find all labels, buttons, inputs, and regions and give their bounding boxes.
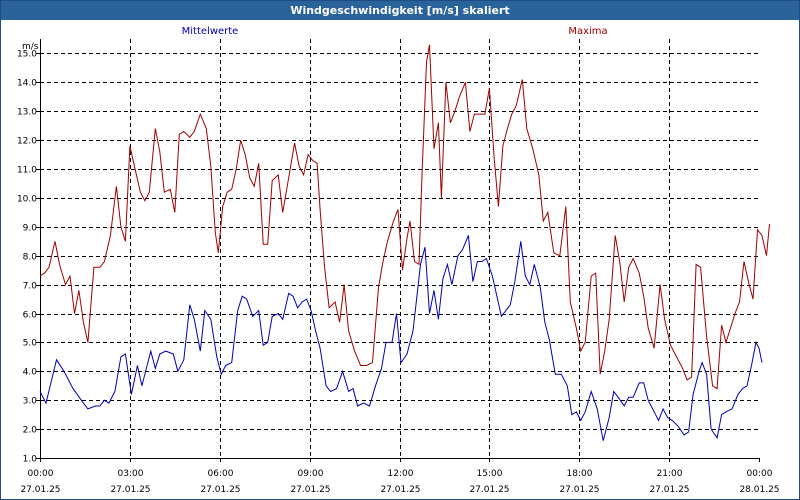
y-tick-label: 1.0 [23,455,38,465]
series-line-maxima [39,44,770,390]
x-tick-date-label: 27.01.25 [200,485,240,495]
y-tick-label: 15.0 [17,50,37,60]
x-tick-time-label: 00:00 [28,469,54,479]
x-tick-time-label: 12:00 [388,469,414,479]
grid-lines [40,39,759,459]
x-tick-date-label: 28.01.25 [739,485,779,495]
x-tick-time-label: 06:00 [208,469,234,479]
y-tick-label: 3.0 [23,397,38,407]
y-tick-label: 11.0 [17,166,37,176]
window-title: Windgeschwindigkeit [m/s] skaliert [1,1,799,20]
y-tick-label: 14.0 [17,79,37,89]
y-tick-label: 7.0 [23,282,38,292]
y-tick-labels: 1.0 2.0 3.0 4.0 5.0 6.0 7.0 8.0 9.0 10.0 11.0 12.0 1… [17,50,37,465]
legend-maxima: Maxima [568,26,607,37]
x-tick-time-label: 00:00 [747,469,773,479]
y-tick-label: 4.0 [23,368,38,378]
y-tick-label: 13.0 [17,108,37,118]
y-axis-unit-label: m/s [22,42,39,52]
y-tick-label: 9.0 [23,224,38,234]
x-tick-time-label: 21:00 [657,469,683,479]
x-tick-time-label: 03:00 [118,469,144,479]
y-tick-label: 10.0 [17,195,37,205]
y-tick-label: 8.0 [23,253,38,263]
x-tick-time-label: 18:00 [567,469,593,479]
x-tick-date-label: 27.01.25 [380,485,420,495]
x-tick-date-label: 27.01.25 [20,485,60,495]
x-tick-date-label: 27.01.25 [290,485,330,495]
x-tick-date-label: 27.01.25 [649,485,689,495]
y-tick-label: 12.0 [17,137,37,147]
series-lines [39,44,770,441]
x-tick-date-label: 27.01.25 [559,485,599,495]
x-tick-labels: 00:00 27.01.25 03:00 27.01.25 06:00 27.01.25 0… [20,469,779,495]
series-line-mittelwerte [39,235,763,441]
axes [36,39,760,462]
x-tick-time-label: 09:00 [298,469,324,479]
y-tick-label: 6.0 [23,311,38,321]
y-tick-label: 5.0 [23,339,38,349]
legend-mittelwerte: Mittelwerte [182,26,239,37]
x-tick-date-label: 27.01.25 [469,485,509,495]
y-tick-label: 2.0 [23,426,38,436]
x-tick-date-label: 27.01.25 [110,485,150,495]
x-tick-time-label: 15:00 [477,469,503,479]
